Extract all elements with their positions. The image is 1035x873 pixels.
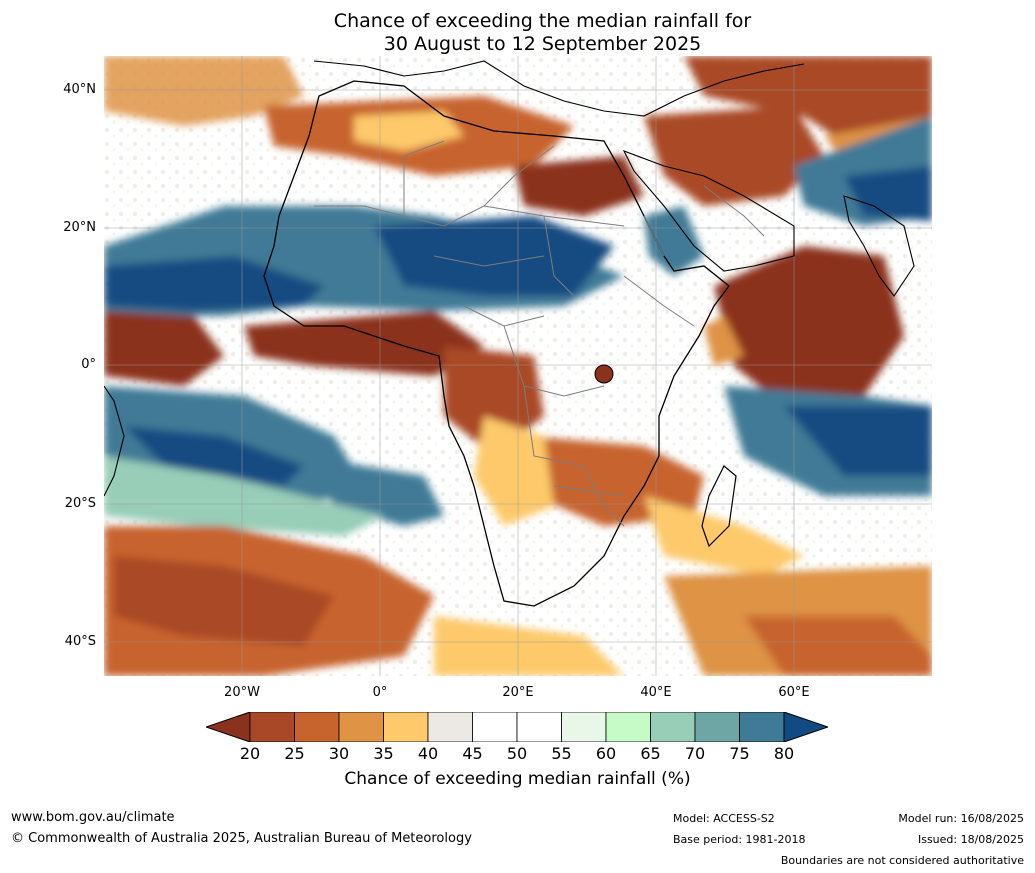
colorbar-svg (204, 711, 830, 743)
india-coastline (843, 195, 915, 297)
colorbar-swatch (561, 711, 607, 743)
colorbar-swatch (694, 711, 740, 743)
colorbar-tick-label: 60 (595, 744, 617, 763)
colorbar-tick-label: 40 (417, 744, 439, 763)
colorbar-extend-low (204, 711, 251, 743)
arabia-coastline (622, 149, 795, 272)
colorbar-swatch (739, 711, 785, 743)
lat-label-0: 0° (81, 357, 96, 372)
colorbar-tick-label: 25 (284, 744, 305, 763)
country-boundaries (314, 140, 765, 527)
colorbar-swatch (605, 711, 651, 743)
title-line-2: 30 August to 12 September 2025 (383, 33, 702, 55)
footer-model: Model: ACCESS-S2 (673, 812, 775, 825)
map-title: Chance of exceeding the median rainfall … (0, 10, 1035, 56)
colorbar (204, 711, 830, 743)
colorbar-swatch (249, 711, 295, 743)
colorbar-tick-label: 30 (328, 744, 350, 763)
colorbar-tick-label: 45 (462, 744, 483, 763)
colorbar-tick-label: 70 (684, 744, 706, 763)
colorbar-extend-high (783, 711, 830, 743)
footer-issued: Issued: 18/08/2025 (917, 833, 1024, 846)
colorbar-tick-label: 65 (640, 744, 661, 763)
colorbar-swatch (427, 711, 473, 743)
footer-website[interactable]: www.bom.gov.au/climate (11, 810, 175, 825)
title-line-1: Chance of exceeding the median rainfall … (333, 10, 752, 32)
colorbar-tick-label: 35 (373, 744, 394, 763)
colorbar-label: Chance of exceeding median rainfall (%) (344, 769, 691, 789)
footer-model-run: Model run: 16/08/2025 (898, 812, 1024, 825)
colorbar-swatch (294, 711, 340, 743)
colorbar-swatch (650, 711, 696, 743)
colorbar-swatch (383, 711, 429, 743)
rainfall-fields (104, 56, 932, 676)
colorbar-swatch (472, 711, 518, 743)
africa-coastline (263, 80, 730, 607)
colorbar-tick-label: 50 (506, 744, 528, 763)
lon-label-20e: 20°E (502, 685, 534, 700)
lon-label-20w: 20°W (224, 685, 260, 700)
rainfall-map-svg (104, 56, 932, 676)
europe-coastline (313, 60, 805, 117)
colorbar-tick-label: 20 (239, 744, 261, 763)
lon-label-60e: 60°E (778, 685, 810, 700)
lon-label-40e: 40°E (640, 685, 672, 700)
lat-label-40n: 40°N (63, 82, 96, 97)
footer-disclaimer: Boundaries are not considered authoritat… (780, 854, 1024, 867)
colorbar-swatch (338, 711, 384, 743)
south-america-coastline (104, 385, 125, 497)
lon-label-0: 0° (372, 685, 388, 700)
colorbar-swatch (516, 711, 562, 743)
lat-label-40s: 40°S (64, 634, 96, 649)
lat-label-20n: 20°N (63, 220, 96, 235)
colorbar-tick-label: 55 (551, 744, 572, 763)
footer-copyright: © Commonwealth of Australia 2025, Austra… (11, 831, 472, 846)
madagascar-coastline (701, 465, 737, 548)
colorbar-tick-label: 75 (729, 744, 750, 763)
lat-label-20s: 20°S (64, 496, 96, 511)
colorbar-tick-label: 80 (773, 744, 795, 763)
lake-victoria (594, 364, 614, 384)
rainfall-map (104, 56, 932, 676)
footer-base-period: Base period: 1981-2018 (673, 833, 806, 846)
graticule (104, 56, 932, 676)
